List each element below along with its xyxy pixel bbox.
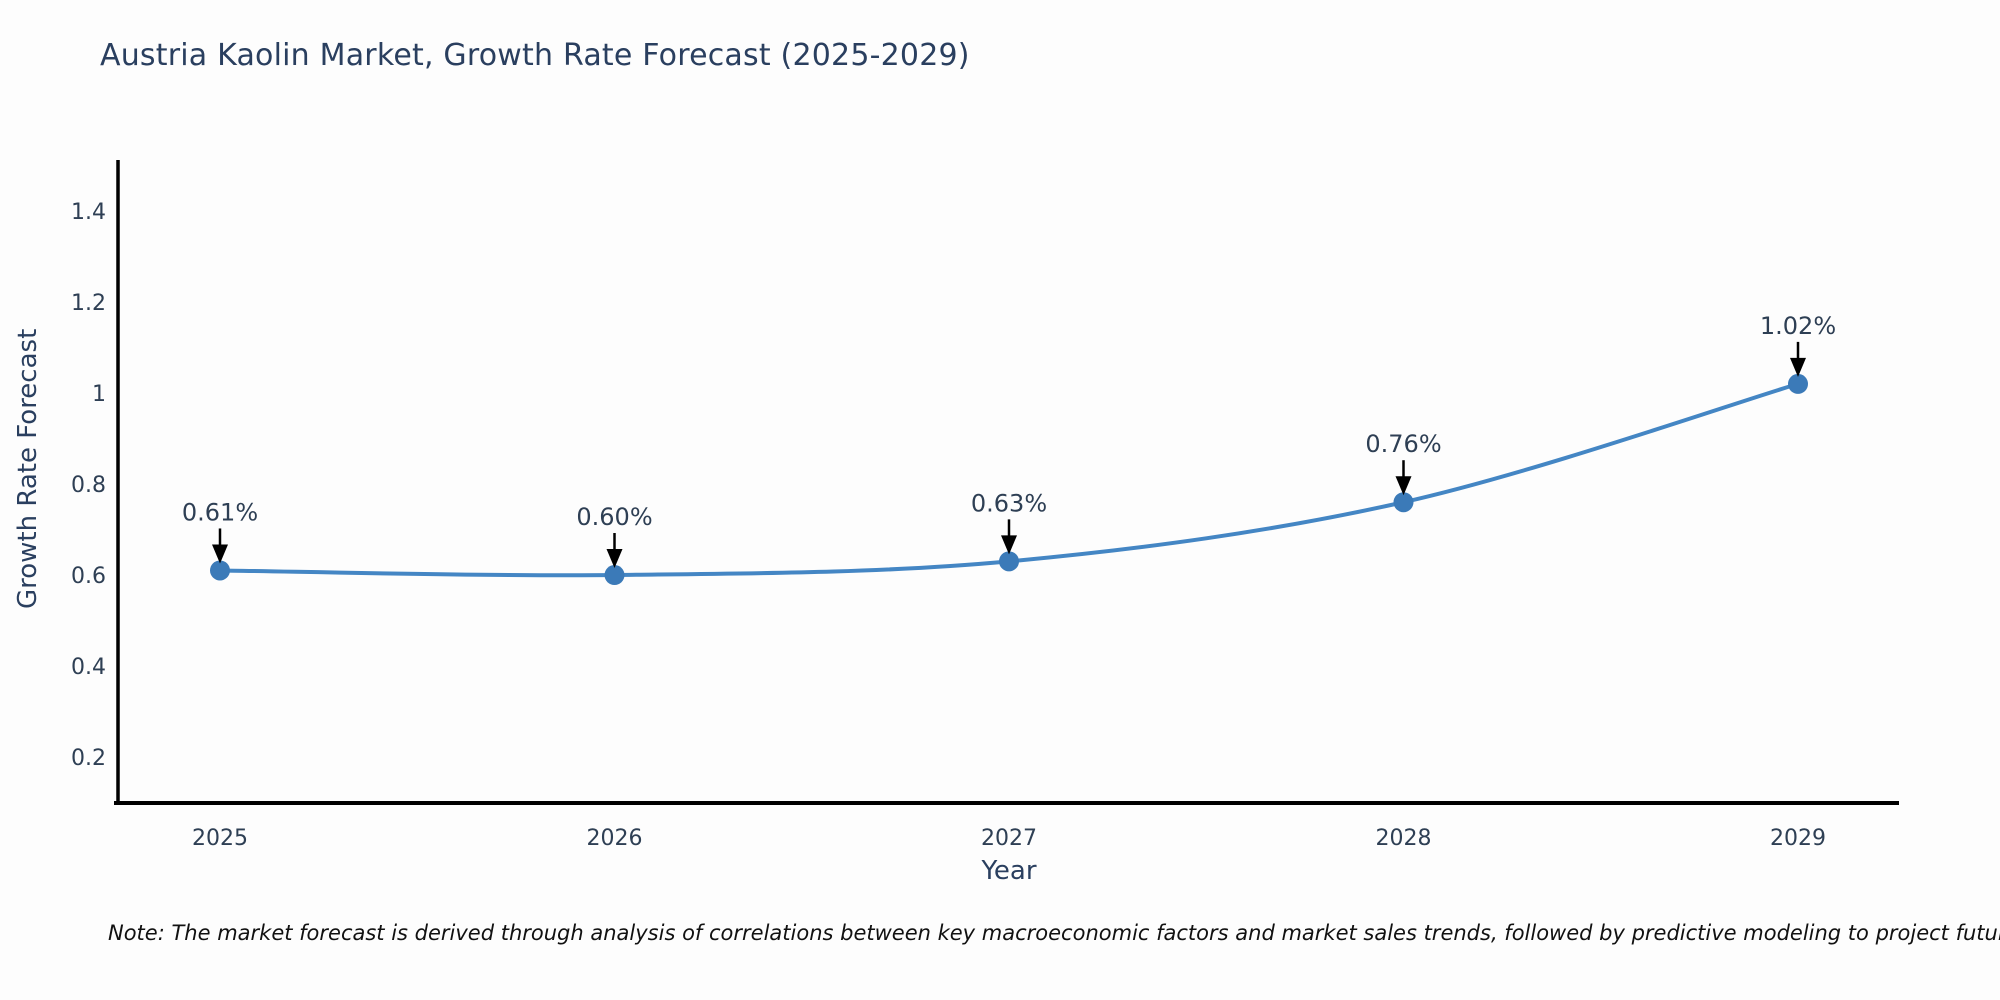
- y-tick-label: 1.4: [71, 200, 106, 225]
- data-point-marker[interactable]: [210, 560, 230, 581]
- annotation-arrowhead: [212, 544, 228, 564]
- annotation-arrowhead: [1001, 535, 1017, 555]
- x-tick-label: 2028: [1376, 826, 1432, 851]
- data-point-marker[interactable]: [999, 551, 1019, 572]
- point-annotation-label: 1.02%: [1760, 312, 1836, 340]
- data-point-marker[interactable]: [1393, 492, 1414, 513]
- y-tick-label: 0.4: [71, 655, 106, 680]
- y-tick-label: 0.2: [71, 746, 106, 771]
- point-annotation-label: 0.63%: [971, 489, 1047, 517]
- x-tick-label: 2026: [587, 826, 643, 851]
- point-annotation-label: 0.61%: [182, 498, 258, 526]
- y-tick-label: 0.8: [71, 473, 106, 498]
- data-point-marker[interactable]: [604, 565, 625, 586]
- x-tick-label: 2029: [1770, 826, 1826, 851]
- point-annotation-label: 0.60%: [576, 503, 652, 531]
- y-tick-label: 1: [92, 382, 106, 407]
- annotation-arrowhead: [1790, 357, 1806, 377]
- data-point-marker[interactable]: [1788, 373, 1808, 394]
- footnote: Note: The market forecast is derived thr…: [108, 921, 2000, 945]
- chart-title: Austria Kaolin Market, Growth Rate Forec…: [100, 38, 970, 73]
- x-tick-label: 2025: [192, 826, 248, 851]
- y-tick-label: 0.6: [71, 564, 106, 589]
- x-tick-label: 2027: [981, 826, 1037, 851]
- y-tick-label: 1.2: [71, 291, 106, 316]
- annotation-arrowhead: [1395, 476, 1412, 496]
- point-annotation-label: 0.76%: [1365, 430, 1441, 458]
- x-axis-title: Year: [981, 856, 1037, 886]
- annotation-arrowhead: [606, 549, 623, 569]
